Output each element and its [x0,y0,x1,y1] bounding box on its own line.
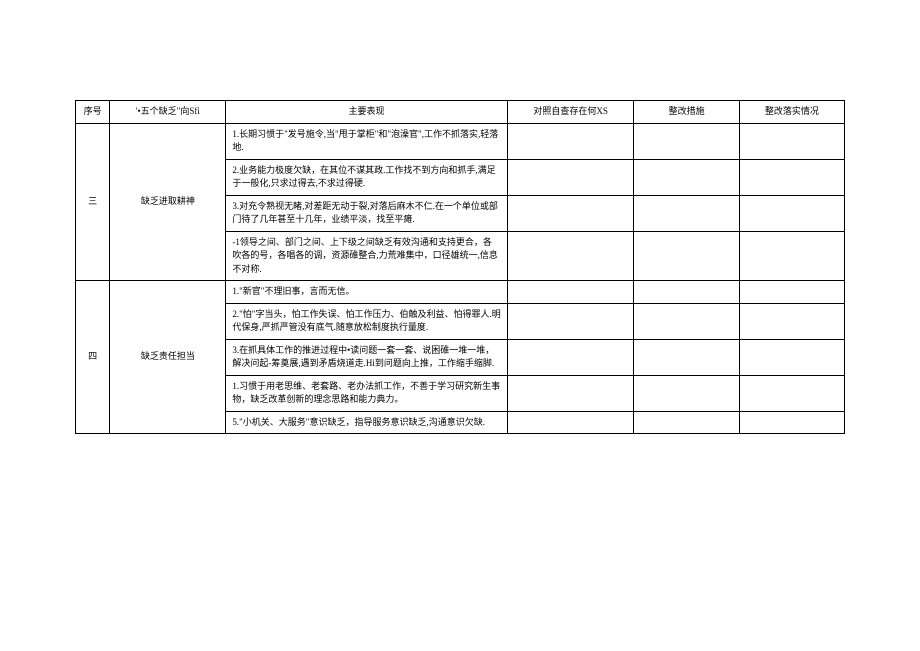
cell-xs [507,411,634,434]
cell-xs [507,339,634,375]
cell-main: 1.长期习惯于"发号施令,当"甩于掌柜"和"泡澡官",工作不抓落实,轻落地. [226,123,507,159]
header-seq: 序号 [76,101,110,124]
table-body: 三缺乏进取耕神1.长期习惯于"发号施令,当"甩于掌柜"和"泡澡官",工作不抓落实… [76,123,845,434]
cell-measure [634,339,739,375]
cell-main: 1."新官"不理旧事，言而无信。 [226,281,507,304]
cell-main: -1领导之间、部门之间、上下级之间缺乏有效沟通和支持更合，各吹各的号，各唱各的调… [226,231,507,281]
cell-seq: 三 [76,123,110,281]
table-row: 四缺乏责任担当1."新官"不理旧事，言而无信。 [76,281,845,304]
table-row: 三缺乏进取耕神1.长期习惯于"发号施令,当"甩于掌柜"和"泡澡官",工作不抓落实… [76,123,845,159]
header-category: '•五个缺乏"向Sfi [110,101,226,124]
header-main: 主要表现 [226,101,507,124]
cell-measure [634,411,739,434]
cell-measure [634,303,739,339]
cell-main: 3.在抓具体工作的推进过程中•读问题一套一套、说困碓一堆一堆，解决问起-筹奠展,… [226,339,507,375]
cell-measure [634,281,739,304]
cell-impl [739,375,844,411]
cell-impl [739,411,844,434]
cell-xs [507,195,634,231]
cell-impl [739,195,844,231]
cell-measure [634,195,739,231]
main-table: 序号 '•五个缺乏"向Sfi 主要表现 对照自查存在何XS 整改措施 整改落实情… [75,100,845,434]
cell-impl [739,231,844,281]
cell-main: 1.习惯于用老思维、老套路、老办法抓工作，不善于学习研究新生事物，缺乏改革创新的… [226,375,507,411]
cell-xs [507,303,634,339]
cell-main: 3.对充令熟视无睹,对差距无动于裂,对落后麻木不仁.在一个单位或部门待了几年甚至… [226,195,507,231]
cell-main: 2.业务能力极度欠缺，在其位不谋其政.工作找不到方向和抓手,满足于一般化,只求过… [226,159,507,195]
cell-impl [739,123,844,159]
header-xs: 对照自查存在何XS [507,101,634,124]
header-measure: 整改措施 [634,101,739,124]
cell-measure [634,123,739,159]
cell-xs [507,375,634,411]
table-header-row: 序号 '•五个缺乏"向Sfi 主要表现 对照自查存在何XS 整改措施 整改落实情… [76,101,845,124]
cell-impl [739,303,844,339]
cell-category: 缺乏责任担当 [110,281,226,434]
cell-seq: 四 [76,281,110,434]
cell-xs [507,123,634,159]
cell-measure [634,375,739,411]
cell-impl [739,339,844,375]
cell-category: 缺乏进取耕神 [110,123,226,281]
cell-xs [507,231,634,281]
cell-measure [634,159,739,195]
cell-main: 5."小机关、大服务"意识缺乏，指导服务意识缺乏,沟通意识欠缺. [226,411,507,434]
cell-impl [739,159,844,195]
header-impl: 整改落实情况 [739,101,844,124]
cell-main: 2."怕"字当头，怕工作失误、怕工作压力、伯触及利益、怕得罪人.明代保身,严抓严… [226,303,507,339]
cell-xs [507,159,634,195]
cell-impl [739,281,844,304]
cell-measure [634,231,739,281]
cell-xs [507,281,634,304]
